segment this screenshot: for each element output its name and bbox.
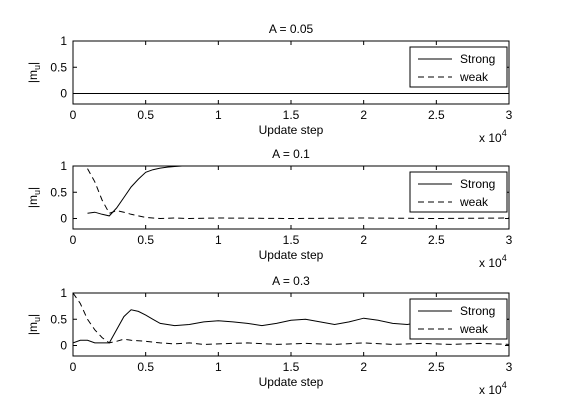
x-tick-label: 1.5 xyxy=(283,108,300,122)
legend-box xyxy=(409,171,508,213)
x-tick-label: 1 xyxy=(215,108,222,122)
y-tick-label: 0 xyxy=(60,212,67,226)
x-tick-label: 2 xyxy=(360,360,367,374)
legend-label: Strong xyxy=(460,52,495,66)
y-tick-label: 1 xyxy=(60,159,67,173)
legend: Strong weak xyxy=(409,46,508,88)
x-axis-label: Update step xyxy=(259,248,324,262)
x-tick-label: 3 xyxy=(506,360,513,374)
x-axis-label: Update step xyxy=(259,375,324,389)
subplot-2: 0 0.5 1 1.5 2 2.5 3 0 0.5 1 A = 0.1 Update step x 10… xyxy=(26,147,513,270)
x-tick-label: 0.5 xyxy=(137,233,154,247)
x-tick-label: 2 xyxy=(360,233,367,247)
legend-label: weak xyxy=(459,195,489,209)
x-tick-label: 2 xyxy=(360,108,367,122)
legend-label: weak xyxy=(459,322,489,336)
x-tick-label: 0.5 xyxy=(137,360,154,374)
subplot-1: 0 0.5 1 1.5 2 2.5 3 0 0.5 1 A = 0.05 Update step x 1… xyxy=(26,22,513,145)
y-tick-label: 1 xyxy=(60,34,67,48)
series-line-strong xyxy=(87,166,183,217)
y-axis-label: |mu| xyxy=(26,62,42,83)
y-tick-label: 0 xyxy=(60,87,67,101)
series-line-weak xyxy=(73,293,509,345)
legend-label: Strong xyxy=(460,177,495,191)
x-tick-label: 0.5 xyxy=(137,108,154,122)
x-tick-label: 1.5 xyxy=(283,360,300,374)
series-line-weak xyxy=(87,168,509,220)
y-tick-label: 1 xyxy=(60,286,67,300)
subplot-title: A = 0.05 xyxy=(269,22,314,36)
legend-box xyxy=(409,298,508,340)
x-tick-label: 2.5 xyxy=(428,233,445,247)
y-tick-label: 0.5 xyxy=(50,312,67,326)
x-tick-label: 1.5 xyxy=(283,233,300,247)
y-axis-label: |mu| xyxy=(26,187,42,208)
x-tick-label: 0 xyxy=(70,360,77,374)
x-tick-label: 1 xyxy=(215,360,222,374)
x-tick-label: 3 xyxy=(506,233,513,247)
x-tick-label: 2.5 xyxy=(428,360,445,374)
x-tick-label: 0 xyxy=(70,108,77,122)
y-axis-label: |mu| xyxy=(26,314,42,335)
legend-label: Strong xyxy=(460,304,495,318)
y-tick-label: 0 xyxy=(60,339,67,353)
subplot-3: 0 0.5 1 1.5 2 2.5 3 0 0.5 1 A = 0.3 Update step x 10… xyxy=(26,274,513,397)
x-multiplier-label: x 104 xyxy=(479,380,507,397)
legend-box xyxy=(409,46,508,88)
x-tick-label: 0 xyxy=(70,233,77,247)
legend: Strong weak xyxy=(409,171,508,213)
x-tick-label: 1 xyxy=(215,233,222,247)
x-axis-label: Update step xyxy=(259,123,324,137)
x-multiplier-label: x 104 xyxy=(479,253,507,270)
y-tick-label: 0.5 xyxy=(50,185,67,199)
x-multiplier-label: x 104 xyxy=(479,128,507,145)
y-tick-label: 0.5 xyxy=(50,60,67,74)
subplot-title: A = 0.3 xyxy=(272,274,310,288)
subplot-title: A = 0.1 xyxy=(272,147,310,161)
legend: Strong weak xyxy=(409,298,508,340)
x-tick-label: 3 xyxy=(506,108,513,122)
legend-label: weak xyxy=(459,70,489,84)
x-tick-label: 2.5 xyxy=(428,108,445,122)
